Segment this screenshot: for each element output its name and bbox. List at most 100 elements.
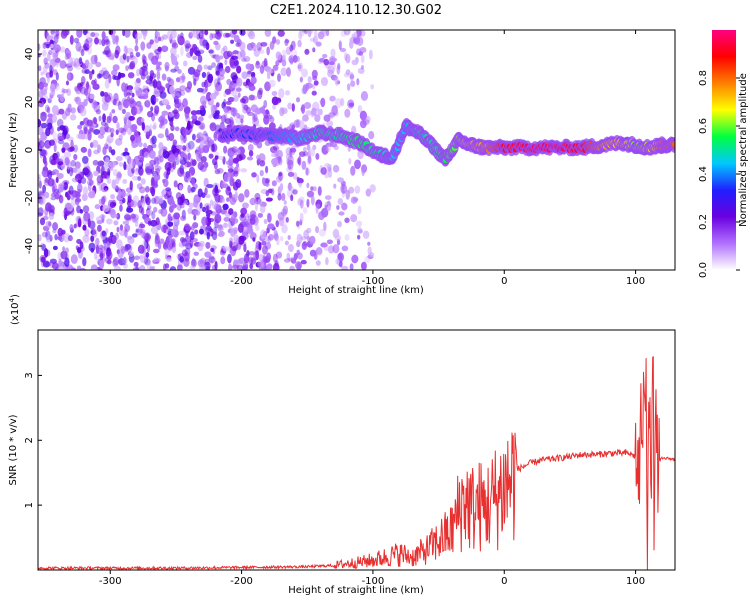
spectrogram-noise-cell (139, 254, 144, 259)
spectrogram-noise-cell (91, 100, 98, 109)
spectrogram-noise-cell (216, 64, 223, 72)
spectrogram-noise-cell (104, 94, 111, 103)
spectrogram-noise-cell (79, 209, 84, 214)
spectrogram-noise-cell (66, 136, 74, 142)
spectrogram-noise-cell (330, 48, 336, 58)
spectrogram-noise-cell (323, 221, 327, 232)
spectrogram-noise-cell (151, 182, 159, 189)
spectrogram-noise-cell (137, 225, 142, 234)
spectrogram-noise-cell (107, 54, 115, 60)
snr-multiplier-base: (x10 (10, 302, 21, 325)
spectrogram-noise-cell (179, 85, 187, 92)
spectrogram-noise-cell (301, 160, 307, 171)
spectrogram-noise-cell (369, 184, 376, 193)
spectrogram-noise-cell (247, 70, 252, 75)
spectrogram-noise-cell (344, 217, 350, 224)
spectrogram-noise-cell (124, 213, 131, 222)
spectrogram-noise-cell (293, 119, 301, 128)
spectrogram-noise-cell (267, 223, 275, 230)
spectrogram-noise-cell (248, 251, 256, 256)
spectrogram-noise-cell (265, 109, 269, 115)
spectrogram-noise-cell (75, 41, 82, 52)
spectrogram-noise-cell (85, 31, 92, 41)
spectrogram-noise-cell (187, 152, 191, 161)
spectrogram-noise-cell (149, 123, 153, 132)
snr-marks (38, 356, 675, 570)
spectrogram-noise-cell (123, 30, 131, 38)
spectrogram-noise-cell (205, 82, 209, 93)
spectrogram-noise-cell (172, 160, 176, 170)
spectrogram-noise-cell (73, 63, 78, 68)
spectrogram-noise-cell (205, 91, 212, 102)
spectrogram-noise-cell (89, 179, 94, 186)
spectrogram-noise-cell (96, 175, 103, 184)
spectrogram-noise-cell (39, 127, 43, 137)
spectrogram-noise-cell (266, 252, 272, 261)
spectrogram-noise-cell (203, 64, 209, 70)
spectrogram-noise-cell (51, 262, 59, 270)
spectrogram-noise-cell (159, 91, 167, 99)
spectrogram-noise-cell (276, 237, 280, 246)
spectrogram-noise-cell (78, 46, 85, 53)
spectrogram-noise-cell (118, 72, 126, 78)
spectrogram-noise-cell (312, 101, 320, 112)
spectrogram-noise-cell (343, 52, 348, 62)
spectrogram-noise-cell (264, 30, 272, 37)
spectrogram-noise-cell (302, 114, 309, 122)
spectrogram-noise-cell (110, 149, 116, 156)
spectrogram-noise-cell (134, 86, 139, 91)
spectrogram-noise-cell (199, 30, 203, 36)
spectrogram-noise-cell (95, 237, 100, 247)
spectrogram-noise-cell (290, 122, 296, 130)
spectrogram-noise-cell (229, 119, 234, 127)
spectrogram-noise-cell (166, 166, 171, 176)
spectrogram-noise-cell (132, 195, 139, 205)
spectrogram-noise-cell (251, 172, 257, 178)
spectrogram-noise-cell (201, 206, 206, 213)
spectrogram-noise-cell (164, 247, 170, 258)
spectrogram-noise-cell (353, 31, 358, 38)
spectrogram-noise-cell (40, 111, 47, 122)
spectrogram-noise-cell (317, 186, 322, 196)
spectrogram-x-ticks: -300 -200 -100 0 100 (99, 30, 645, 287)
spectrogram-noise-cell (219, 55, 224, 60)
spectrogram-noise-cell (233, 95, 239, 102)
spectrogram-noise-cell (201, 104, 207, 109)
spectrogram-noise-cell (356, 30, 362, 38)
spectrogram-noise-cell (241, 71, 248, 79)
spectrogram-noise-cell (193, 251, 199, 256)
spectrogram-noise-cell (287, 171, 295, 177)
spectrogram-noise-cell (330, 109, 334, 120)
spectrogram-noise-cell (338, 260, 343, 268)
spectrogram-noise-cell (199, 36, 206, 47)
spectrogram-noise-cell (241, 265, 248, 270)
spectrogram-noise-cell (63, 232, 71, 243)
spectrogram-noise-cell (267, 213, 272, 223)
spectrogram-noise-cell (126, 235, 133, 240)
spectrogram-noise-cell (287, 102, 293, 110)
spectrogram-noise-cell (178, 241, 186, 248)
spectrogram-noise-cell (305, 167, 310, 176)
spectrogram-noise-cell (98, 38, 102, 45)
spectrogram-noise-cell (296, 262, 302, 270)
spectrogram-noise-cell (149, 266, 154, 270)
spectrogram-noise-cell (192, 55, 198, 61)
spectrogram-noise-cell (141, 121, 145, 131)
spectrogram-noise-cell (209, 139, 215, 145)
spectrogram-noise-cell (171, 30, 177, 39)
spectrogram-noise-cell (142, 231, 146, 240)
spectrogram-noise-cell (303, 101, 312, 109)
spectrogram-noise-cell (92, 83, 100, 89)
spectrogram-noise-cell (175, 98, 182, 108)
spectrogram-noise-cell (275, 51, 282, 61)
spectrogram-noise-cell (101, 230, 106, 237)
spectrogram-noise-cell (275, 60, 280, 67)
spectrogram-noise-cell (336, 205, 340, 210)
spectrogram-noise-cell (125, 98, 129, 109)
spectrogram-noise-cell (277, 193, 282, 201)
spectrogram-noise-cell (275, 251, 283, 259)
spectrogram-noise-cell (45, 127, 51, 137)
spectrogram-noise-cell (122, 257, 128, 264)
spectrogram-noise-cell (43, 191, 50, 199)
